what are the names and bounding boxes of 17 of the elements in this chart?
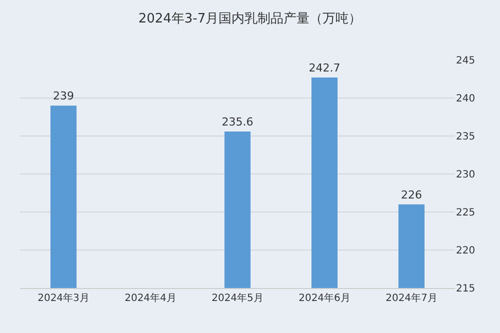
data-label: 235.6	[222, 115, 254, 128]
y-tick-label: 245	[456, 56, 476, 66]
y-tick-label: 235	[456, 132, 476, 142]
x-tick-label: 2024年7月	[386, 292, 438, 304]
y-tick-label: 225	[456, 208, 476, 218]
y-tick-label: 220	[456, 246, 476, 256]
data-label: 239	[53, 90, 74, 103]
data-label: 242.7	[308, 61, 340, 74]
y-tick-label: 215	[456, 284, 476, 294]
y-tick-label: 240	[456, 94, 476, 104]
x-tick-label: 2024年4月	[124, 292, 176, 304]
x-tick-label: 2024年6月	[298, 292, 350, 304]
x-tick-label: 2024年3月	[38, 292, 90, 304]
y-tick-label: 230	[456, 170, 476, 180]
x-tick-label: 2024年5月	[212, 292, 264, 304]
chart-title: 2024年3-7月国内乳制品产量（万吨）	[138, 11, 362, 26]
data-label: 226	[401, 188, 422, 202]
